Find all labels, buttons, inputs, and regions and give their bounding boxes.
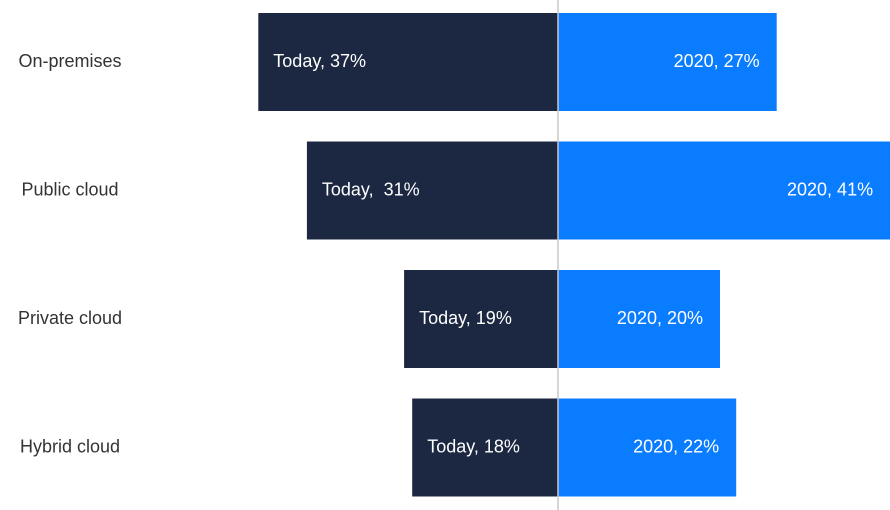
bar bbox=[558, 270, 720, 368]
category-label: On-premises bbox=[18, 51, 121, 71]
value-label: 2020, 20% bbox=[617, 308, 703, 328]
value-label: Today, 31% bbox=[322, 179, 420, 199]
bar bbox=[404, 270, 558, 368]
bar bbox=[412, 398, 558, 497]
value-label: Today, 19% bbox=[419, 308, 512, 328]
bar bbox=[558, 141, 890, 240]
category-label: Private cloud bbox=[18, 308, 122, 328]
category-label: Public cloud bbox=[21, 179, 118, 199]
bar bbox=[306, 141, 558, 240]
bar bbox=[258, 13, 558, 111]
value-label: Today, 37% bbox=[273, 51, 366, 71]
bar bbox=[558, 398, 737, 497]
category-label: Hybrid cloud bbox=[20, 436, 120, 456]
value-label: 2020, 41% bbox=[787, 179, 873, 199]
value-label: 2020, 27% bbox=[674, 51, 760, 71]
value-label: 2020, 22% bbox=[633, 436, 719, 456]
value-label: Today, 18% bbox=[427, 436, 520, 456]
bar bbox=[558, 13, 777, 111]
